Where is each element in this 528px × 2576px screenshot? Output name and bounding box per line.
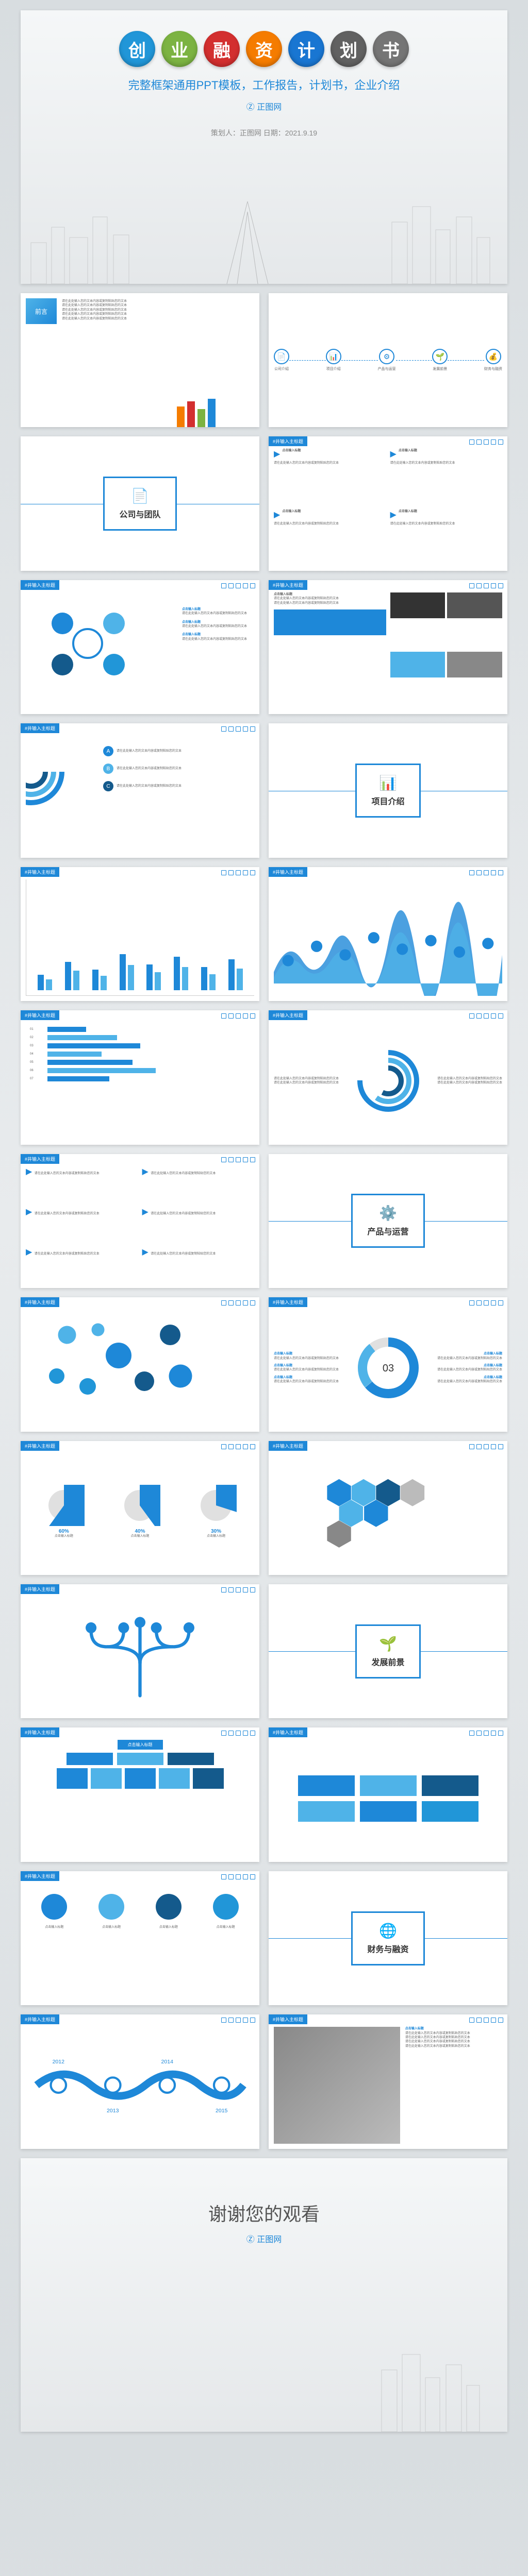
- nav-item: 💰财务与融资: [484, 349, 502, 371]
- thanks-brand: Ⓩ 正图网: [21, 2232, 507, 2245]
- svg-text:2015: 2015: [216, 2108, 228, 2114]
- preface-slide: 前言 请在此处输入您的文本内容或复制粘贴您的文本 请在此处输入您的文本内容或复制…: [21, 293, 259, 427]
- preface-text: 请在此处输入您的文本内容或复制粘贴您的文本 请在此处输入您的文本内容或复制粘贴您…: [62, 299, 253, 321]
- slide-header: #井输入主标题: [269, 436, 307, 446]
- city-skyline: [21, 191, 505, 284]
- slide-bar-chart: #井输入主标题: [21, 867, 259, 1001]
- slide-bullets-1: #井输入主标题 ▶点击输入标题请在此处输入您的文本内容或复制粘贴您的文本 ▶点击…: [269, 436, 507, 570]
- title-char: 创: [119, 31, 155, 67]
- slide-pies: #井输入主标题 60%点击输入标题40%点击输入标题30%点击输入标题: [21, 1441, 259, 1575]
- title-char: 业: [161, 31, 197, 67]
- slide-timeline: #井输入主标题 2012201320142015: [21, 2014, 259, 2148]
- title-char: 融: [204, 31, 240, 67]
- slide-photo-wide: #井输入主标题 点击输入标题 请在此处输入您的文本内容或复制粘贴您的文本请在此处…: [269, 2014, 507, 2148]
- svg-text:2013: 2013: [107, 2108, 119, 2114]
- svg-text:2014: 2014: [161, 2059, 174, 2065]
- hex-svg: [274, 1453, 502, 1570]
- nav-row: 📄公司介绍 📊项目介绍 ⚙产品与运营 🌱发展前景 💰财务与融资: [269, 293, 507, 427]
- cover-slide: 创业融资计划书 完整框架通用PPT模板，工作报告，计划书，企业介绍 Ⓩ 正图网 …: [21, 10, 507, 284]
- section-4-title: 🌱 发展前景: [269, 1584, 507, 1718]
- cover-subtitle: 完整框架通用PPT模板，工作报告，计划书，企业介绍: [21, 76, 507, 93]
- slide-concentric: #井输入主标题 请在此处输入您的文本内容或复制粘贴您的文本请在此处输入您的文本内…: [269, 1010, 507, 1144]
- tree-svg: [26, 1597, 254, 1713]
- slide-grid: 创业融资计划书 完整框架通用PPT模板，工作报告，计划书，企业介绍 Ⓩ 正图网 …: [21, 10, 507, 2432]
- section-2-title: 📊 项目介绍: [269, 723, 507, 857]
- slide-tree: #井输入主标题: [21, 1584, 259, 1718]
- preface-art: [167, 391, 259, 427]
- donut-icon: 03: [355, 1334, 422, 1401]
- nav-item: 📊项目介绍: [326, 349, 341, 371]
- section-icon: 📄: [119, 487, 160, 504]
- cover-meta: 策划人：正图网 日期：2021.9.19: [21, 128, 507, 138]
- slide-bubbles: #井输入主标题: [21, 1297, 259, 1431]
- section-5-title: 🌐 财务与融资: [269, 1871, 507, 2005]
- cover-brand: Ⓩ 正图网: [21, 100, 507, 112]
- slide-wave-chart: #井输入主标题: [269, 867, 507, 1001]
- title-char: 计: [288, 31, 324, 67]
- title-char: 划: [331, 31, 367, 67]
- wave-svg: [274, 879, 502, 996]
- slide-flow-1: #井输入主标题 点击输入标题: [21, 1727, 259, 1861]
- thanks-text: 谢谢您的观看: [21, 2158, 507, 2226]
- svg-text:2012: 2012: [53, 2059, 65, 2065]
- slide-hexagons: #井输入主标题: [269, 1441, 507, 1575]
- nav-item: 🌱发展前景: [432, 349, 448, 371]
- slide-hbars: #井输入主标题 01020304050607: [21, 1010, 259, 1144]
- nav-item: 📄公司介绍: [274, 349, 289, 371]
- arcs-icon: [26, 736, 98, 808]
- concentric-icon: [355, 1047, 422, 1114]
- slide-bullets-2: #井输入主标题 ▶ 请在此处输入您的文本内容或复制粘贴您的文本 ▶ 请在此处输入…: [21, 1154, 259, 1288]
- cover-title: 创业融资计划书: [21, 10, 507, 67]
- slide-donut: #井输入主标题 点击输入标题请在此处输入您的文本内容或复制粘贴您的文本 点击输入…: [269, 1297, 507, 1431]
- section-label: 公司与团队: [119, 507, 160, 520]
- nav-slide: 📄公司介绍 📊项目介绍 ⚙产品与运营 🌱发展前景 💰财务与融资: [269, 293, 507, 427]
- nav-item: ⚙产品与运营: [378, 349, 396, 371]
- slide-photo-blocks: #井输入主标题 点击输入标题 请在此处输入您的文本内容或复制粘贴您的文本请在此处…: [269, 580, 507, 714]
- slide-arcs-abc: #井输入主标题 A请在此处输入您的文本内容或复制粘贴您的文本 B请在此处输入您的…: [21, 723, 259, 857]
- timeline-svg: 2012 2013 2014 2015: [26, 2027, 254, 2143]
- title-char: 资: [246, 31, 282, 67]
- slide-icon-circles: #井输入主标题 点击输入标题 点击输入标题 点击输入标题 点击输入标题: [21, 1871, 259, 2005]
- preface-badge: 前言: [26, 298, 57, 324]
- slide-circles-cluster: #井输入主标题 点击输入标题 请在此处输入您的文本内容或复制粘贴您的文本 点击输…: [21, 580, 259, 714]
- section-1-title: 📄 公司与团队: [21, 436, 259, 570]
- thanks-slide: 谢谢您的观看 Ⓩ 正图网: [21, 2158, 507, 2432]
- slide-flow-2: #井输入主标题: [269, 1727, 507, 1861]
- title-char: 书: [373, 31, 409, 67]
- donut-center-text: 03: [382, 1363, 393, 1374]
- section-3-title: ⚙️ 产品与运营: [269, 1154, 507, 1288]
- city-skyline-2: [21, 2339, 505, 2432]
